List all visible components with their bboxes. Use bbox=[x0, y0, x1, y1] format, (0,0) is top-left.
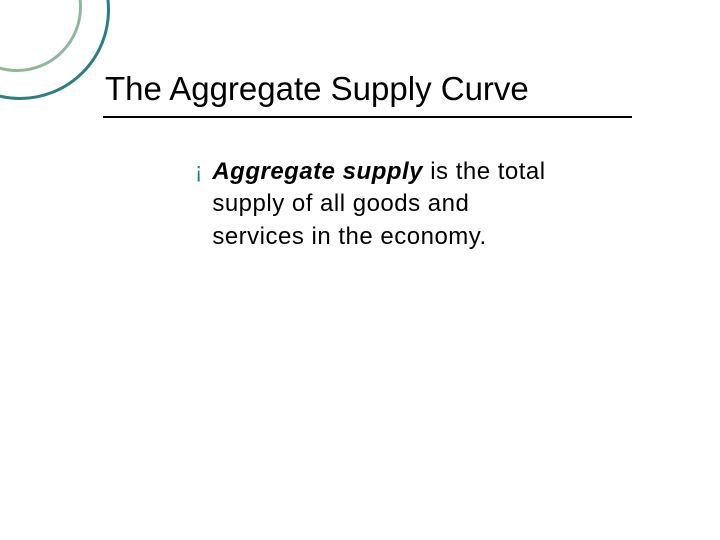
bullet-lead-term: Aggregate supply bbox=[212, 158, 423, 185]
bullet-marker-icon: ¡ bbox=[195, 156, 202, 186]
slide-title: The Aggregate Supply Curve bbox=[105, 70, 630, 116]
bullet-item: ¡ Aggregate supply is the total supply o… bbox=[195, 156, 550, 253]
bullet-text: Aggregate supply is the total supply of … bbox=[212, 156, 550, 253]
slide-body: ¡ Aggregate supply is the total supply o… bbox=[105, 156, 630, 253]
slide-container: The Aggregate Supply Curve ¡ Aggregate s… bbox=[0, 0, 720, 540]
title-underline bbox=[103, 116, 632, 118]
